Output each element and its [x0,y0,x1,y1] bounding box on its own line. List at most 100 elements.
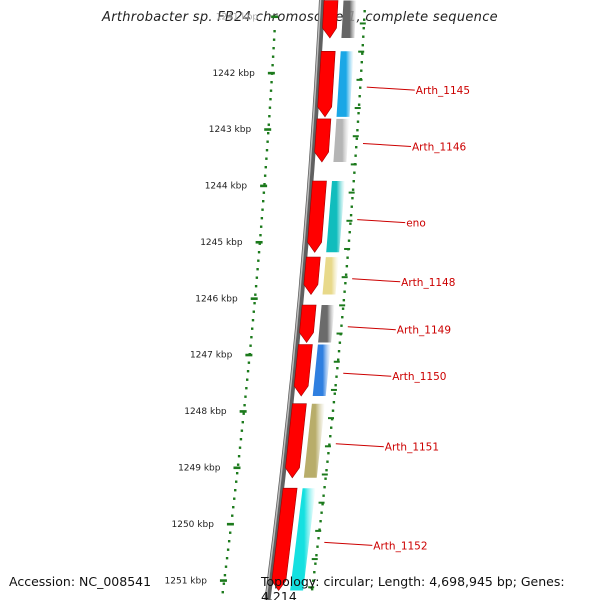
axis-dot [263,183,266,186]
axis-dot-outer [353,171,356,174]
outer-tick [359,22,366,25]
cds-arrow-Arth_1145[interactable] [317,50,336,118]
axis-dot [259,234,262,237]
kbp-tick [239,410,247,413]
gene-leader-line [347,326,396,331]
cog-bar-Arth_1148[interactable] [322,257,339,295]
axis-dot-outer [337,350,341,353]
gene-label-Arth_1148[interactable]: Arth_1148 [401,277,455,289]
cds-arrow-Arth_1151[interactable] [285,403,307,479]
axis-dot-outer [341,316,344,319]
axis-dot [269,89,273,92]
axis-dot [273,30,276,33]
axis-dot [262,191,266,194]
axis-dot-outer [338,341,342,344]
axis-dot [232,506,235,509]
axis-dot [257,259,260,262]
axis-dot-outer [347,239,351,242]
axis-dot-outer [358,95,361,98]
cog-bar-Arth_1151[interactable] [303,403,325,478]
cds-arrow-Arth_1150[interactable] [293,344,313,397]
gene-label-eno[interactable]: eno [406,218,426,230]
axis-dot-outer [348,231,351,234]
axis-dot [226,548,230,551]
axis-dot-outer [354,154,357,157]
gene-label-Arth_1146[interactable]: Arth_1146 [412,141,467,153]
gene-label-Arth_1145[interactable]: Arth_1145 [416,85,470,97]
gene-label-Arth_1152[interactable]: Arth_1152 [373,540,427,552]
axis-dot [223,574,227,577]
outer-tick [356,78,363,81]
cds-arrow-eno[interactable] [307,180,327,253]
outer-tick [311,558,318,561]
cds-arrow-Arth_1149[interactable] [299,304,317,344]
cds-arrow-unnamed[interactable] [322,0,339,39]
axis-dot-outer [327,452,330,455]
kbp-label: 1251 kbp [165,576,208,586]
axis-dot [243,404,246,407]
cog-bar-unnamed[interactable] [341,0,357,39]
axis-dot-outer [349,214,353,217]
axis-dot-outer [355,137,359,140]
axis-dot [258,242,261,245]
cog-bar-Arth_1145[interactable] [336,51,354,117]
cog-bar-Arth_1149[interactable] [318,305,335,343]
gene-label-Arth_1150[interactable]: Arth_1150 [392,371,446,383]
gene-label-Arth_1151[interactable]: Arth_1151 [385,442,439,454]
axis-dot-outer [332,401,336,404]
axis-dot-outer [312,579,315,582]
axis-dot [256,268,259,271]
gene-leader-line [324,541,373,546]
outer-tick [358,50,365,53]
gene-leader-line [357,219,406,224]
outer-tick [315,529,322,532]
axis-dot-outer [344,273,348,276]
axis-dot-outer [313,571,316,574]
axis-dot-outer [361,44,364,47]
kbp-tick [226,522,234,526]
axis-dot [221,591,224,594]
axis-dot [267,132,270,135]
cog-bar-Arth_1150[interactable] [312,344,331,397]
axis-dot-outer [325,469,328,472]
axis-dot-outer [355,146,358,149]
axis-dot-outer [316,545,319,548]
axis-dot-outer [329,426,333,429]
axis-dot [239,438,243,441]
kbp-tick [267,71,275,75]
outer-tick [308,586,315,589]
outer-tick [341,276,348,279]
axis-dot-outer [362,35,365,38]
axis-dot [272,38,276,41]
map-title: Arthrobacter sp. FB24 chromosome 1, comp… [102,10,498,25]
axis-dot [255,276,259,279]
axis-dot [263,174,267,177]
accession-text: Accession: NC_008541 [9,574,152,589]
outer-tick [350,163,357,166]
axis-dot-outer [357,112,360,115]
axis-dot [270,81,273,84]
axis-dot-outer [362,27,365,30]
cds-arrow-Arth_1146[interactable] [314,118,332,163]
cds-arrow-Arth_1148[interactable] [303,256,321,296]
gene-leader-line [335,443,384,448]
kbp-label: 1242 kbp [212,69,255,79]
axis-dot [244,395,247,398]
axis-dot-outer [326,460,329,463]
axis-dot-outer [324,477,327,480]
axis-dot [222,582,226,585]
outer-tick [344,247,351,250]
gene-leader-line [366,86,415,91]
axis-dot-outer [336,367,339,370]
axis-dot-outer [360,61,363,64]
axis-dot-outer [322,494,325,497]
gene-label-Arth_1149[interactable]: Arth_1149 [397,325,451,337]
cog-bar-eno[interactable] [326,181,345,253]
cds-arrow-Arth_1152[interactable] [271,487,298,592]
outer-tick [321,473,328,476]
axis-dot-outer [360,69,363,72]
cog-bar-Arth_1152[interactable] [290,488,316,591]
outer-tick [324,445,331,448]
cog-bar-Arth_1146[interactable] [333,118,350,162]
